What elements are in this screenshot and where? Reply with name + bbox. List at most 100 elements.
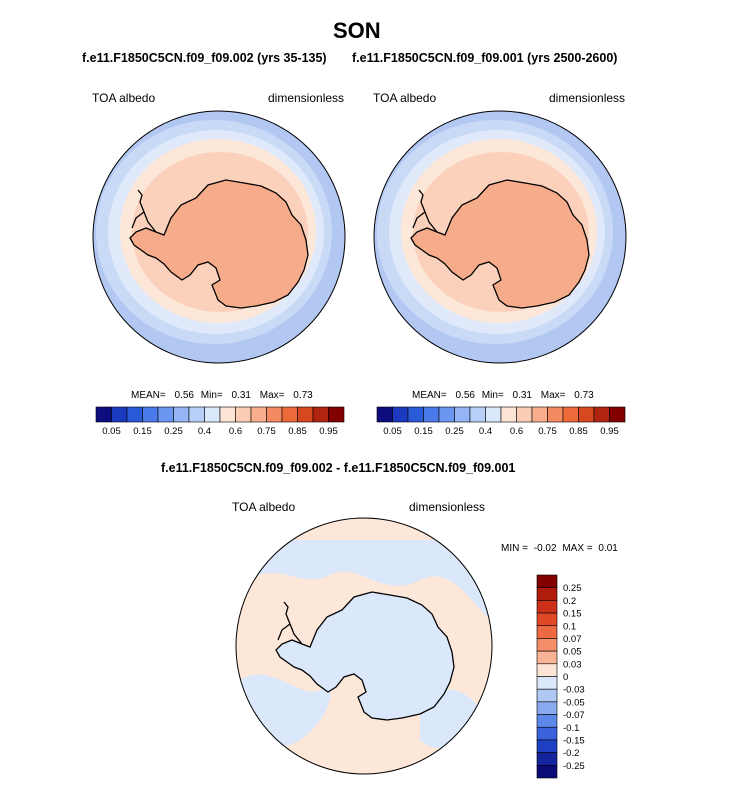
diff-colorbar-tick-label: -0.25	[563, 761, 585, 772]
panel-1-colorbar-box	[173, 406, 190, 423]
panel-2-colorbar-box	[593, 406, 610, 423]
panel-2-colorbar-box	[423, 406, 440, 423]
panel-2-max-value: 0.73	[574, 390, 594, 401]
panel-1-colorbar-tick-label: 0.85	[288, 426, 307, 437]
panel-2-colorbar-box	[531, 406, 548, 423]
panel-1-colorbar-box	[204, 406, 221, 423]
diff-minmax: MIN = -0.02 MAX = 0.01	[501, 543, 618, 554]
panel-1-max-value: 0.73	[293, 390, 313, 401]
diff-colorbar-box	[536, 650, 558, 665]
panel-2-colorbar-box	[500, 406, 517, 423]
diff-colorbar-tick-label: 0	[563, 672, 568, 683]
panel-1-min-label: Min=	[200, 390, 223, 401]
diff-colorbar-box	[536, 701, 558, 715]
panel-1-min-value: 0.31	[231, 390, 251, 401]
diff-colorbar-box	[536, 587, 558, 601]
diff-colorbar-tick-label: -0.03	[563, 685, 585, 696]
diff-units: dimensionless	[409, 500, 486, 514]
diff-colorbar-box	[536, 739, 558, 753]
panel-2-colorbar-box	[438, 406, 455, 423]
panel-2-colorbar-box	[485, 406, 502, 423]
panel-1-colorbar-box	[111, 406, 128, 423]
panel-1-colorbar-tick-label: 0.25	[164, 426, 183, 437]
diff-colorbar-box	[536, 600, 558, 614]
panel-1-colorbar: 0.05 0.15 0.25 0.4 0.6 0.75 0.85 0.95	[95, 406, 345, 437]
diff-colorbar: 0.25 0.2 0.150.1 0.07 0.050.03 0 -0.03-0.05 -0.…	[536, 574, 585, 779]
panel-2-colorbar-box	[516, 406, 533, 423]
panel-2-colorbar-tick-label: 0.05	[383, 426, 402, 437]
panel-1-map	[93, 111, 345, 363]
panel-2-max-label: Max=	[540, 390, 566, 401]
diff-max-value: 0.01	[598, 543, 618, 554]
diff-colorbar-box	[536, 663, 558, 677]
panel-1-map-border	[92, 110, 346, 364]
panel-1-max-label: Max=	[259, 390, 285, 401]
panel-1-colorbar-box	[281, 406, 298, 423]
panel-1-colorbar-box	[95, 406, 112, 423]
diff-colorbar-tick-label: 0.15	[563, 609, 582, 620]
panel-1-units: dimensionless	[268, 91, 345, 105]
diff-colorbar-tick-label: -0.2	[563, 748, 579, 759]
diff-map	[236, 518, 492, 774]
panel-1-mean-label: MEAN=	[131, 390, 166, 401]
panel-2-colorbar: 0.05 0.15 0.25 0.4 0.6 0.75 0.85 0.95	[376, 406, 626, 437]
diff-colorbar-box	[536, 688, 558, 703]
diff-colorbar-tick-label: 0.2	[563, 596, 576, 607]
panel-2-map	[374, 111, 626, 363]
diff-colorbar-box	[536, 765, 558, 779]
panel-1-colorbar-box	[250, 406, 267, 423]
diff-map-border	[235, 517, 493, 775]
panel-2-mean-value: 0.56	[455, 390, 475, 401]
panel-2-colorbar-box	[578, 406, 595, 423]
panel-2-colorbar-box	[562, 406, 579, 423]
panel-1-variable: TOA albedo	[92, 91, 156, 105]
panel-2-colorbar-tick-label: 0.75	[538, 426, 557, 437]
diff-colorbar-box	[536, 574, 558, 588]
panel-2-colorbar-box	[454, 406, 471, 423]
panel-2-colorbar-tick-label: 0.25	[445, 426, 464, 437]
panel-2-variable: TOA albedo	[373, 91, 437, 105]
panel-2-colorbar-box	[392, 406, 409, 423]
panel-1-stats: MEAN= 0.56 Min= 0.31 Max= 0.73	[131, 390, 313, 401]
panel-2-colorbar-tick-label: 0.6	[510, 426, 523, 437]
diff-subtitle: f.e11.F1850C5CN.f09_f09.002 - f.e11.F185…	[161, 461, 516, 475]
panel-1-colorbar-tick-label: 0.15	[133, 426, 152, 437]
panel-1-subtitle: f.e11.F1850C5CN.f09_f09.002 (yrs 35-135)	[82, 51, 327, 65]
diff-colorbar-box	[536, 612, 558, 627]
panel-2-min-value: 0.31	[512, 390, 532, 401]
diff-colorbar-box	[536, 625, 558, 639]
panel-2-colorbar-box	[609, 406, 626, 423]
panel-2-map-border	[373, 110, 627, 364]
diff-colorbar-tick-label: 0.03	[563, 659, 582, 670]
diff-max-label: MAX =	[562, 543, 593, 554]
diff-colorbar-box	[536, 752, 558, 766]
panel-1-colorbar-box	[188, 406, 205, 423]
diff-colorbar-tick-label: -0.07	[563, 710, 585, 721]
page-title: SON	[333, 18, 381, 43]
diff-colorbar-tick-label: 0.07	[563, 634, 582, 645]
diff-colorbar-box	[536, 714, 558, 728]
panel-1-colorbar-tick-label: 0.6	[229, 426, 242, 437]
panel-2-colorbar-tick-label: 0.4	[479, 426, 492, 437]
panel-2-colorbar-box	[376, 406, 393, 423]
panel-2-subtitle: f.e11.F1850C5CN.f09_f09.001 (yrs 2500-26…	[352, 51, 618, 65]
diff-colorbar-tick-label: -0.15	[563, 735, 585, 746]
panel-2-colorbar-tick-label: 0.95	[600, 426, 619, 437]
diff-colorbar-tick-label: -0.1	[563, 723, 579, 734]
panel-1-colorbar-box	[312, 406, 329, 423]
diff-variable: TOA albedo	[232, 500, 296, 514]
panel-1-colorbar-box	[142, 406, 159, 423]
panel-2-min-label: Min=	[481, 390, 504, 401]
panel-1-colorbar-tick-label: 0.05	[102, 426, 121, 437]
panel-2-colorbar-box	[407, 406, 424, 423]
panel-2-colorbar-box	[469, 406, 486, 423]
panel-1-colorbar-box	[266, 406, 283, 423]
panel-1-colorbar-box	[157, 406, 174, 423]
panel-2-colorbar-tick-label: 0.15	[414, 426, 433, 437]
panel-1-colorbar-box	[219, 406, 236, 423]
diff-colorbar-tick-label: 0.25	[563, 583, 582, 594]
panel-1-mean-value: 0.56	[174, 390, 194, 401]
diff-colorbar-tick-label: -0.05	[563, 697, 585, 708]
diff-colorbar-tick-label: 0.05	[563, 647, 582, 658]
